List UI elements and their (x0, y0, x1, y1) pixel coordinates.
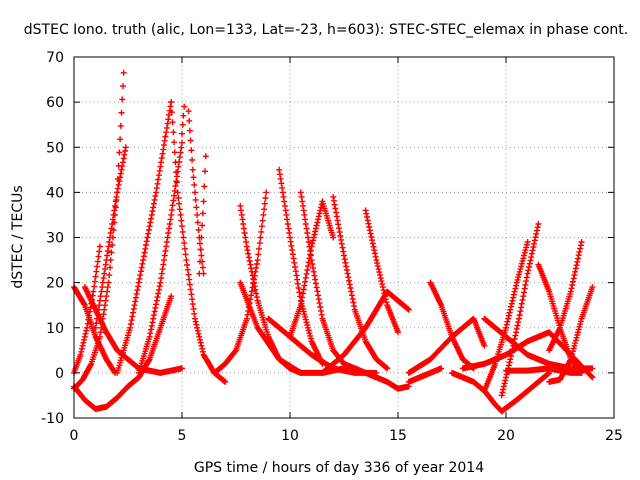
plus-markers (196, 153, 209, 277)
series-pass-25 (405, 365, 445, 385)
series-pass-35 (546, 239, 585, 354)
plus-markers (546, 239, 585, 354)
x-tick-label: 10 (281, 428, 299, 444)
series-pass-28 (449, 369, 505, 415)
x-tick-label: 25 (605, 428, 623, 444)
series-pass-24 (341, 360, 412, 392)
x-tick-label: 15 (389, 428, 407, 444)
x-axis-label: GPS time / hours of day 336 of year 2014 (194, 460, 484, 476)
plus-markers (405, 315, 488, 376)
plus-markers (135, 139, 185, 376)
y-tick-label: 50 (46, 140, 64, 156)
plus-markers (362, 207, 401, 336)
series-pass-12 (196, 153, 209, 277)
series-pass-13 (135, 139, 185, 376)
series-pass-4 (71, 383, 131, 412)
plus-markers (276, 166, 326, 367)
y-tick-label: 40 (46, 185, 64, 201)
series-pass-21 (362, 207, 401, 336)
x-tick-label: 0 (70, 428, 79, 444)
plus-markers (168, 99, 229, 385)
plus-markers (341, 360, 412, 392)
series-pass-29 (498, 369, 553, 415)
y-tick-label: 20 (46, 276, 64, 292)
y-tick-label: -10 (41, 411, 64, 427)
plus-markers (179, 103, 188, 137)
series-pass-37 (459, 329, 596, 381)
series-pass-10 (185, 108, 207, 277)
data-marks (71, 69, 596, 415)
series-pass-9 (179, 103, 188, 137)
plus-markers (449, 369, 505, 415)
plus-markers (405, 365, 445, 385)
y-tick-label: 70 (46, 50, 64, 66)
y-tick-label: 10 (46, 321, 64, 337)
plus-markers (459, 329, 596, 381)
chart-title: dSTEC Iono. truth (alic, Lon=133, Lat=-2… (24, 22, 628, 38)
plus-markers (185, 108, 207, 277)
y-tick-label: 0 (55, 366, 64, 382)
y-axis: -10 0 10 20 30 40 50 60 70 (41, 50, 614, 427)
series-pass-27 (405, 315, 488, 376)
y-tick-label: 30 (46, 231, 64, 247)
series-pass-8 (168, 99, 229, 385)
y-axis-label: dSTEC / TECUs (10, 185, 26, 288)
series-pass-16 (276, 166, 326, 367)
plus-markers (71, 383, 131, 412)
plus-markers (498, 369, 553, 415)
x-tick-label: 20 (497, 428, 515, 444)
series-pass-34 (546, 284, 596, 385)
x-axis: 0 5 10 15 20 25 (70, 57, 623, 444)
plus-markers (546, 284, 596, 385)
y-tick-label: 60 (46, 95, 64, 111)
x-tick-label: 5 (178, 428, 187, 444)
